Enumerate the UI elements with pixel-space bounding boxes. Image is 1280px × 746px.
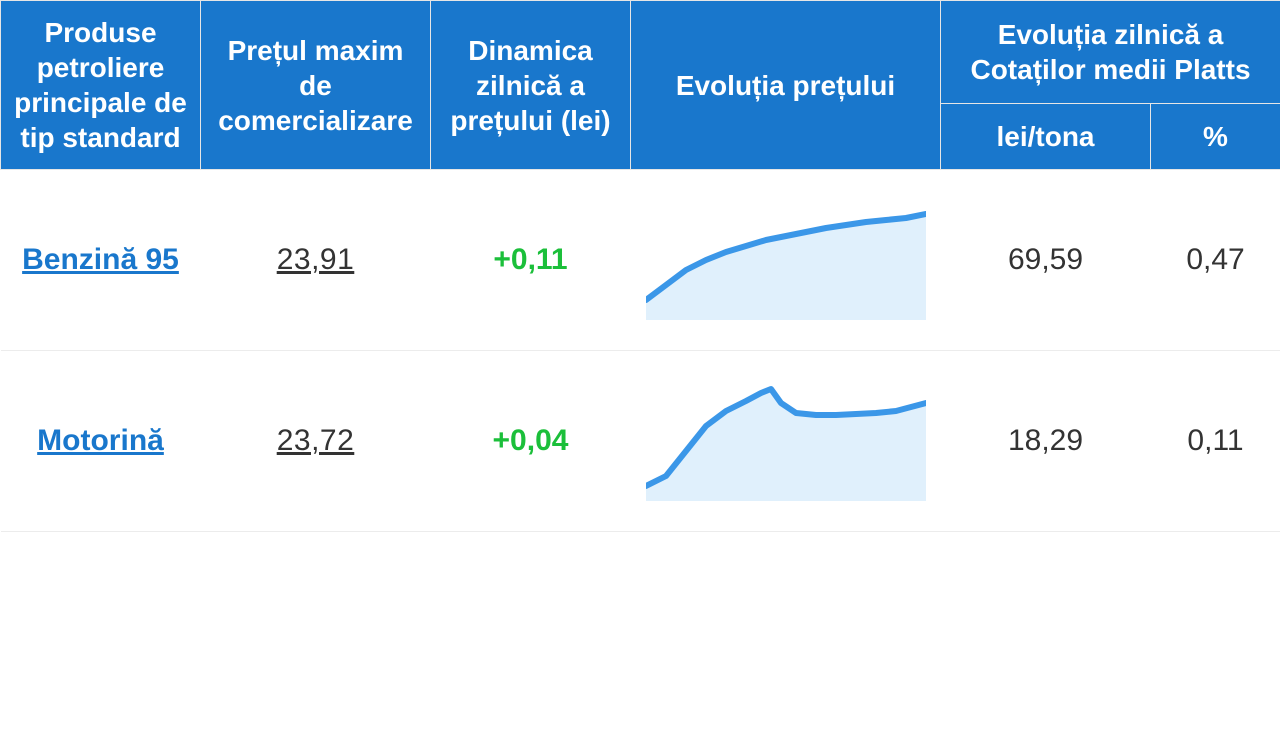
cell-percent: 0,11 [1151,351,1280,532]
price-sparkline [646,200,926,320]
header-lei-tona: lei/tona [941,103,1151,169]
table-row: Motorină 23,72 +0,04 18,290,11 [1,351,1280,532]
cell-dynamics: +0,04 [431,351,631,532]
dynamics-value: +0,04 [493,424,569,457]
header-platts-group: Evoluția zilnică a Cotaților medii Platt… [941,1,1280,104]
header-product: Produse petroliere principale de tip sta… [1,1,201,170]
cell-percent: 0,47 [1151,170,1280,351]
header-evolution: Evoluția prețului [631,1,941,170]
cell-product: Motorină [1,351,201,532]
cell-price: 23,91 [201,170,431,351]
cell-lei-tona: 69,59 [941,170,1151,351]
product-link[interactable]: Motorină [37,424,164,457]
header-percent: % [1151,103,1280,169]
fuel-prices-table: Produse petroliere principale de tip sta… [0,0,1280,532]
table-row: Benzină 95 23,91 +0,11 69,590,47 [1,170,1280,351]
header-max-price: Prețul maxim de comercializare [201,1,431,170]
cell-product: Benzină 95 [1,170,201,351]
cell-lei-tona: 18,29 [941,351,1151,532]
cell-price: 23,72 [201,351,431,532]
cell-dynamics: +0,11 [431,170,631,351]
cell-evolution [631,170,941,351]
price-value: 23,91 [277,243,355,276]
cell-evolution [631,351,941,532]
price-value: 23,72 [277,424,355,457]
table-header: Produse petroliere principale de tip sta… [1,1,1280,170]
dynamics-value: +0,11 [493,243,567,276]
product-link[interactable]: Benzină 95 [22,243,179,276]
table-body: Benzină 95 23,91 +0,11 69,590,47 Motorină 23,… [1,170,1280,532]
header-dynamics: Dinamica zilnică a prețului (lei) [431,1,631,170]
price-sparkline [646,381,926,501]
